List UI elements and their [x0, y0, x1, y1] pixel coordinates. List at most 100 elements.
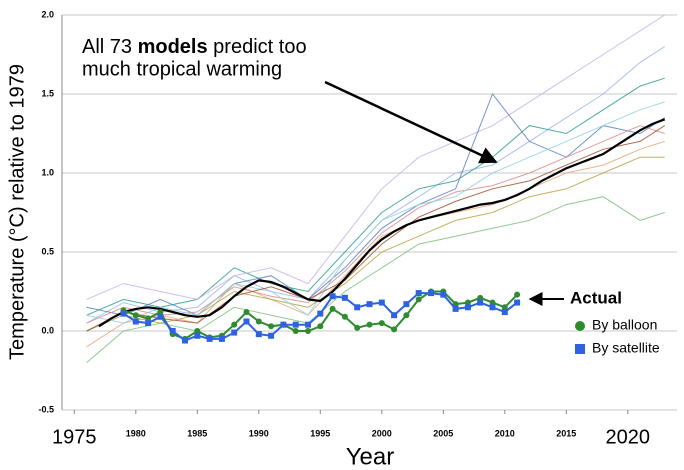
y-tick-label: 1.0: [41, 167, 54, 177]
satellite-point: [145, 320, 152, 327]
satellite-point: [157, 313, 164, 320]
model-line: [86, 46, 665, 324]
balloon-point: [378, 320, 385, 327]
mean-line: [98, 118, 666, 328]
satellite-point: [305, 321, 311, 328]
satellite-point: [120, 310, 127, 317]
satellite-point: [206, 335, 213, 342]
satellite-point: [218, 335, 225, 342]
x-tick-label: 2020: [606, 426, 651, 448]
balloon-point: [145, 315, 152, 322]
y-tick-label: -0.5: [38, 404, 54, 414]
balloon-point: [452, 301, 459, 308]
legend-marker: [575, 344, 585, 354]
balloon-point: [194, 328, 201, 334]
balloon-point: [157, 309, 164, 316]
satellite-point: [317, 310, 324, 317]
satellite-point: [243, 318, 250, 325]
balloon-point: [489, 299, 496, 306]
model-line: [86, 14, 665, 300]
y-axis-label: Temperature (°C) relative to 1979: [6, 64, 28, 360]
satellite-point: [182, 337, 188, 344]
satellite-point: [341, 294, 348, 301]
balloon-point: [132, 312, 139, 319]
model-line: [86, 196, 665, 363]
annotation-text: predict too: [208, 36, 307, 58]
x-axis-label: Year: [346, 443, 395, 470]
balloon-point: [305, 328, 311, 334]
balloon-point: [317, 323, 324, 330]
satellite-point: [403, 301, 410, 308]
satellite-point: [415, 290, 422, 297]
satellite-point: [501, 309, 508, 316]
satellite-point: [169, 328, 176, 334]
satellite-point: [514, 299, 521, 306]
satellite-point: [280, 321, 287, 328]
balloon-point: [514, 291, 521, 298]
satellite-point: [489, 304, 496, 311]
legend-label: By satellite: [592, 340, 660, 356]
x-tick-label: 1995: [310, 428, 330, 438]
x-tick-label: 1985: [187, 428, 207, 438]
balloon-point: [501, 304, 508, 311]
satellite-point: [194, 332, 201, 339]
annotation-text: All 73: [82, 36, 138, 58]
satellite-point: [428, 290, 434, 297]
actual-label: Actual: [570, 288, 622, 307]
satellite-point: [366, 301, 373, 308]
legend-label: By balloon: [592, 317, 657, 333]
balloon-point: [341, 313, 348, 320]
satellite-point: [354, 304, 361, 311]
balloon-point: [477, 294, 484, 301]
satellite-point: [391, 312, 398, 319]
y-tick-label: 0.5: [41, 246, 54, 256]
model-line: [86, 101, 665, 324]
satellite-point: [440, 291, 447, 298]
balloon-point: [354, 324, 361, 331]
annotation: All 73 models predict too: [82, 36, 307, 58]
balloon-point: [366, 321, 373, 328]
satellite-point: [464, 304, 471, 311]
y-tick-label: 2.0: [41, 9, 54, 19]
y-tick-label: 0.0: [41, 325, 54, 335]
annotation: much tropical warming: [82, 58, 282, 80]
balloon-point: [391, 326, 398, 333]
balloon-point: [255, 318, 262, 325]
legend: By balloon By satellite: [575, 317, 660, 356]
legend-marker: [575, 321, 585, 331]
model-line: [86, 140, 665, 348]
x-tick-label: 2010: [495, 428, 515, 438]
balloon-point: [415, 296, 422, 303]
y-tick-label: 1.5: [41, 88, 54, 98]
balloon-point: [464, 299, 471, 306]
model-line: [86, 77, 665, 316]
satellite-point: [292, 321, 299, 328]
x-tick-label: 2015: [556, 428, 576, 438]
balloon-point: [268, 323, 275, 330]
satellite-point: [378, 299, 385, 306]
model-line: [86, 125, 665, 332]
satellite-point: [132, 318, 139, 325]
x-tick-label: 1975: [52, 426, 97, 448]
x-tick-label: 2005: [433, 428, 453, 438]
plot-area: [61, 14, 677, 411]
satellite-point: [255, 331, 262, 338]
satellite-point: [452, 305, 459, 312]
x-tick-label: 2000: [372, 428, 392, 438]
annotation-arrow: [324, 80, 498, 164]
balloon-point: [329, 305, 336, 312]
x-tick-label: 1980: [126, 428, 146, 438]
balloon-point: [231, 321, 238, 328]
model-line: [86, 156, 665, 332]
satellite-point: [268, 332, 275, 339]
balloon-point: [403, 312, 410, 319]
satellite-point: [477, 299, 484, 306]
satellite-point: [329, 293, 336, 300]
model-line: [86, 92, 665, 316]
x-tick-label: 1990: [249, 428, 269, 438]
annotation-text: models: [138, 36, 208, 58]
satellite-point: [231, 329, 238, 336]
balloon-point: [243, 309, 250, 316]
balloon-point: [292, 328, 299, 334]
